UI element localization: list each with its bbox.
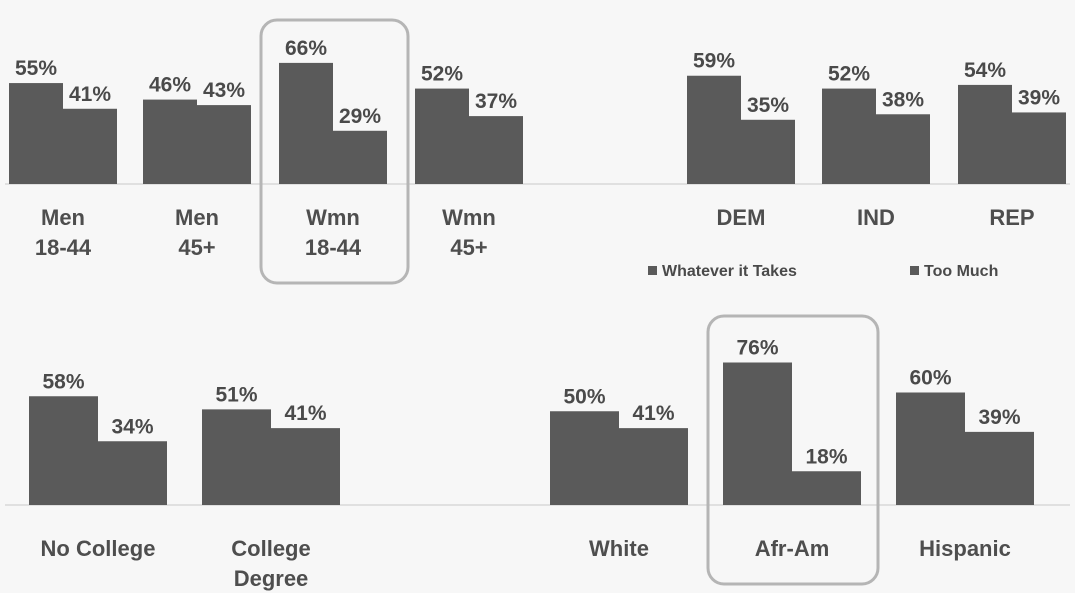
data-label: 52% [828,63,870,86]
data-label: 41% [632,402,674,425]
legend-item: Whatever it Takes [662,263,797,280]
data-label: 76% [736,337,778,360]
bar-whatever-it-takes [9,83,63,184]
bar-too-much [741,119,795,184]
category-label: No College [41,536,156,561]
bar-too-much [469,116,523,184]
category-label: Men [175,205,219,230]
bar-whatever-it-takes [958,84,1012,184]
bar-too-much [965,431,1034,505]
legend-swatch [648,266,657,275]
highlight-box [259,18,410,285]
bar-too-much [876,114,930,184]
data-label: 51% [215,383,257,406]
data-label: 55% [15,57,57,80]
data-label: 66% [285,37,327,60]
bar-whatever-it-takes [723,362,792,505]
bar-too-much [63,108,117,184]
bar-too-much [792,471,861,505]
bar-too-much [619,428,688,505]
category-label: College [231,536,310,561]
data-label: 34% [111,415,153,438]
legend-item: Too Much [924,263,998,280]
category-label: DEM [717,205,766,230]
category-label: Men [41,205,85,230]
data-label: 46% [149,74,191,97]
category-label: Hispanic [919,536,1011,561]
bar-whatever-it-takes [415,88,469,184]
bar-too-much [98,441,167,505]
data-label: 59% [693,50,735,73]
category-label: 45+ [178,235,215,260]
data-label: 39% [1018,86,1060,109]
data-label: 39% [978,406,1020,429]
data-label: 41% [69,83,111,106]
data-label: 52% [421,63,463,86]
category-label: Wmn [442,205,496,230]
category-label: 18-44 [305,235,362,260]
category-label: 18-44 [35,235,92,260]
category-label: Wmn [306,205,360,230]
data-label: 35% [747,94,789,117]
data-label: 60% [909,367,951,390]
highlight-box [706,314,880,586]
data-label: 58% [42,370,84,393]
bar-whatever-it-takes [687,75,741,184]
bar-whatever-it-takes [550,411,619,505]
bar-too-much [197,105,251,184]
data-label: 37% [475,90,517,113]
bar-whatever-it-takes [202,409,271,505]
bar-whatever-it-takes [29,396,98,505]
category-label: REP [989,205,1034,230]
category-label: Degree [234,566,309,591]
data-label: 18% [805,445,847,468]
bar-whatever-it-takes [896,392,965,505]
category-label: IND [857,205,895,230]
category-label: 45+ [450,235,487,260]
bar-too-much [1012,112,1066,184]
bar-too-much [333,130,387,184]
bar-too-much [271,428,340,505]
data-label: 54% [964,59,1006,82]
bar-whatever-it-takes [822,88,876,184]
data-label: 43% [203,79,245,102]
bar-whatever-it-takes [279,62,333,184]
data-label: 41% [284,402,326,425]
data-label: 29% [339,105,381,128]
bar-whatever-it-takes [143,99,197,184]
category-label: White [589,536,649,561]
data-label: 50% [563,385,605,408]
data-label: 38% [882,88,924,111]
legend-swatch [910,266,919,275]
category-label: Afr-Am [755,536,830,561]
